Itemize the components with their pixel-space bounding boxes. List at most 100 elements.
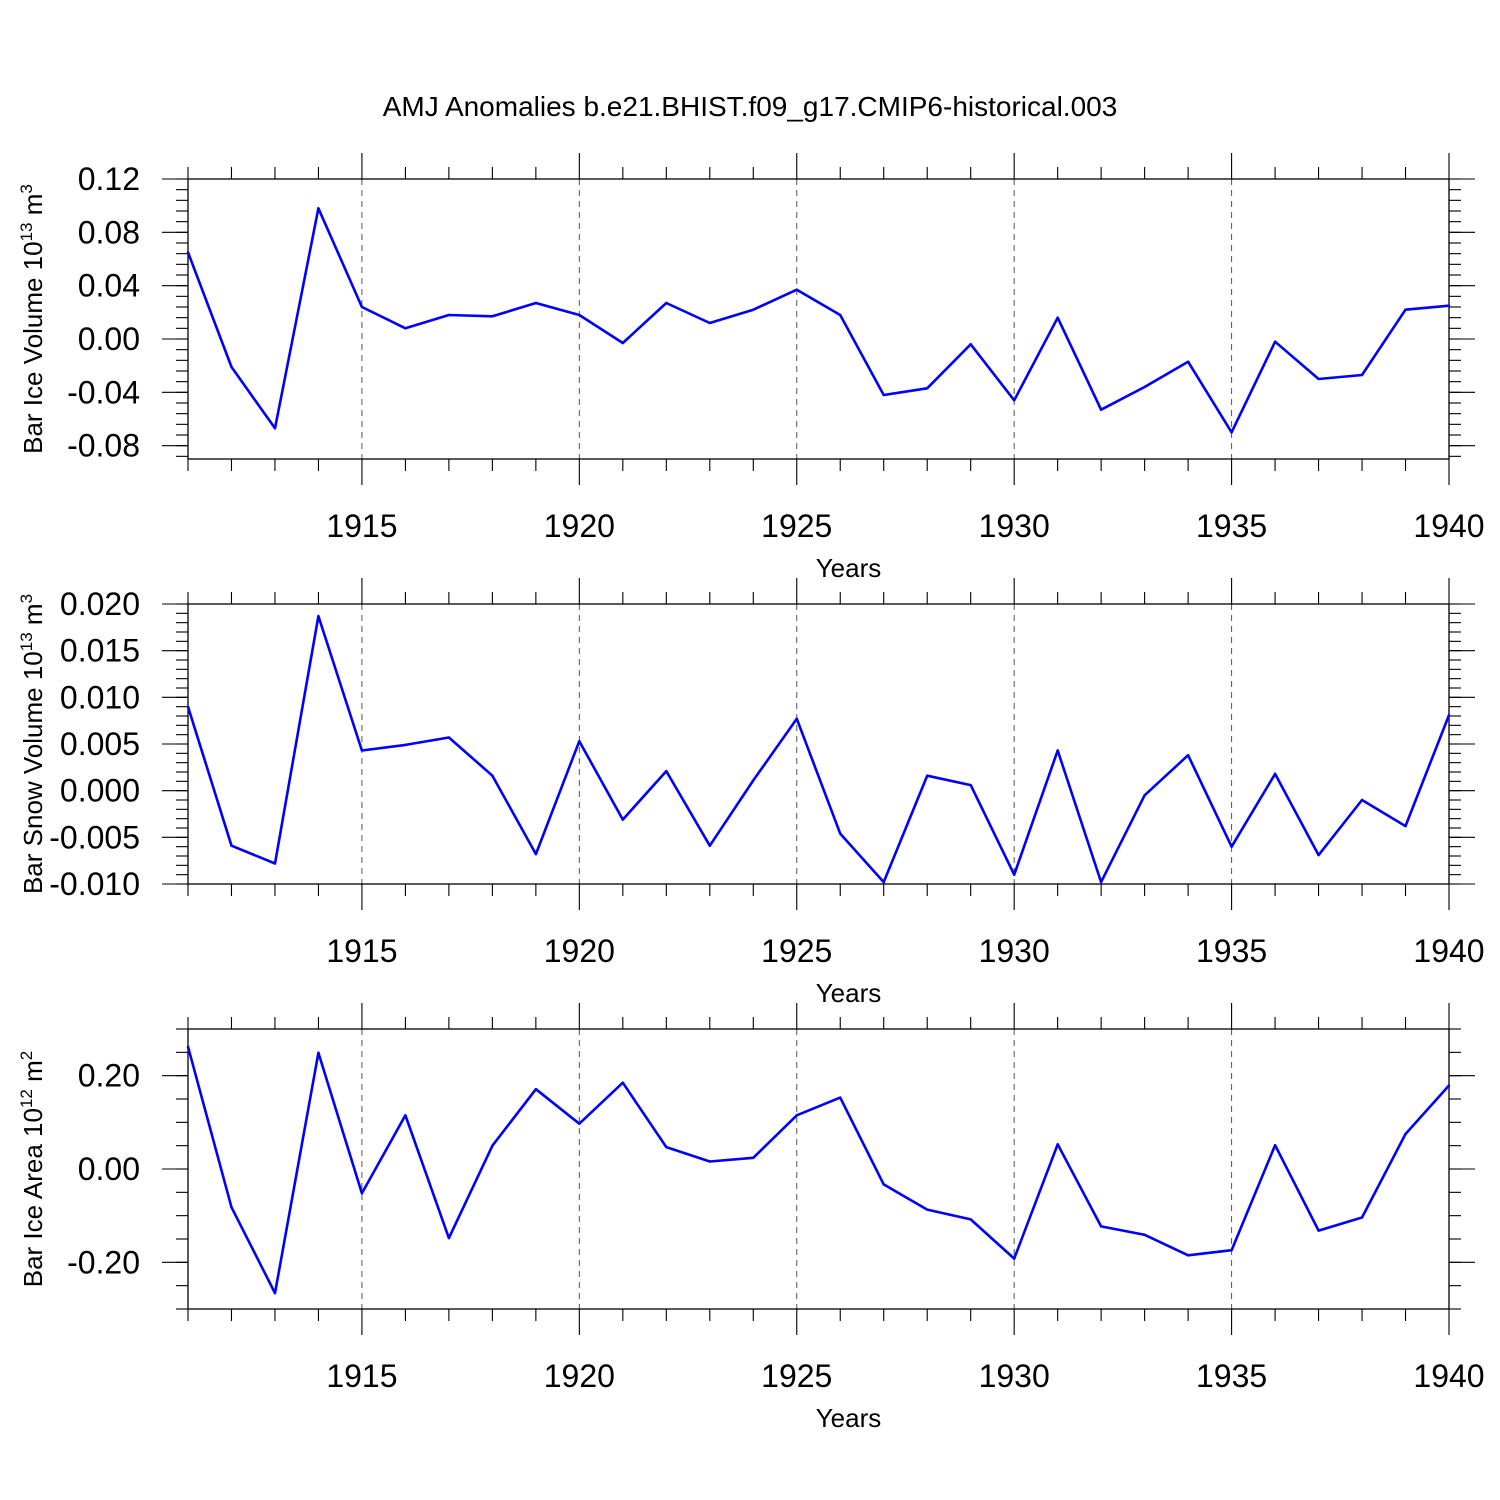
data-point	[534, 852, 538, 856]
y-axis-label-text: Bar Ice Volume 10	[18, 241, 48, 453]
y-tick-label: -0.08	[67, 428, 140, 464]
data-point	[1099, 408, 1103, 411]
data-point	[491, 774, 494, 777]
y-tick-label: 0.20	[78, 1058, 140, 1094]
data-point	[404, 743, 407, 747]
x-tick-label: 1935	[1196, 1358, 1267, 1394]
data-point	[404, 327, 407, 330]
x-axis-label: Years	[816, 1403, 882, 1433]
data-point	[1404, 1132, 1407, 1136]
data-point	[360, 1192, 364, 1195]
x-tick-label: 1915	[326, 1358, 397, 1394]
data-point	[534, 1088, 538, 1091]
data-point	[273, 427, 277, 430]
data-point	[1230, 845, 1233, 848]
data-point	[752, 1156, 755, 1160]
x-tick-label: 1935	[1196, 508, 1267, 544]
y-axis-label-unit-exponent: 3	[17, 184, 36, 193]
data-point	[1186, 360, 1190, 363]
data-point	[621, 1081, 625, 1084]
data-point	[1012, 873, 1016, 876]
data-point	[1447, 713, 1451, 717]
data-point	[186, 251, 190, 254]
series-line-ice-area	[186, 1046, 1450, 1295]
y-tick-label: 0.005	[60, 726, 140, 762]
plot-frame	[187, 178, 1450, 460]
data-point	[360, 749, 364, 752]
figure-title: AMJ Anomalies b.e21.BHIST.f09_g17.CMIP6-…	[383, 91, 1118, 122]
data-point	[665, 769, 668, 773]
data-point	[1360, 798, 1364, 802]
x-tick-label: 1915	[326, 508, 397, 544]
x-tick-label: 1925	[761, 933, 832, 969]
y-tick-label: -0.010	[49, 866, 140, 902]
x-tick-label: 1920	[544, 933, 615, 969]
data-point	[317, 1051, 320, 1055]
panel-ice-area: -0.20 0.00 0.20 1915 1920 1925 1930 1935 1940 Yea…	[17, 1003, 1485, 1433]
data-point	[752, 308, 755, 311]
data-point	[926, 387, 929, 390]
x-tick-label: 1940	[1413, 508, 1484, 544]
y-axis-label-text: Bar Snow Volume 10	[18, 651, 48, 894]
data-point	[708, 844, 711, 847]
panel-ice-volume: -0.08 -0.04 0.00 0.04 0.08 0.12 1915 1920 1925 19…	[17, 153, 1485, 583]
x-tick-label: 1915	[326, 933, 397, 969]
series-line-ice-volume	[186, 207, 1450, 434]
y-tick-label: 0.00	[78, 1151, 140, 1187]
data-point	[1360, 1216, 1364, 1219]
x-tick-label: 1930	[979, 933, 1050, 969]
data-point	[1404, 824, 1407, 828]
data-point	[882, 880, 885, 884]
data-point	[795, 288, 798, 291]
data-point	[404, 1114, 407, 1117]
x-tick-label: 1930	[979, 1358, 1050, 1394]
data-point	[1317, 377, 1320, 381]
data-point	[273, 1291, 277, 1295]
x-tick-label: 1940	[1413, 933, 1484, 969]
data-point	[882, 1183, 885, 1186]
panels: -0.08 -0.04 0.00 0.04 0.08 0.12 1915 1920 1925 19…	[17, 153, 1485, 1433]
data-point	[795, 717, 798, 720]
y-tick-label: -0.04	[67, 374, 140, 410]
x-tick-label: 1935	[1196, 933, 1267, 969]
data-point	[1360, 373, 1364, 377]
data-point	[447, 736, 451, 739]
y-axis-label: Bar Ice Area 1012 m2	[17, 1051, 48, 1288]
data-point	[1099, 1225, 1103, 1228]
data-point	[708, 321, 711, 325]
data-point	[230, 844, 233, 847]
y-axis-label-exponent: 13	[17, 632, 36, 651]
x-tick-label: 1925	[761, 508, 832, 544]
data-point	[186, 705, 190, 708]
data-point	[447, 1236, 451, 1240]
data-point	[708, 1160, 711, 1163]
y-axis-label-unit-exponent: 2	[17, 1051, 36, 1060]
data-point	[534, 301, 538, 305]
y-axis-label-exponent: 13	[17, 222, 36, 241]
data-point	[1099, 880, 1103, 884]
data-point	[926, 774, 929, 777]
data-point	[621, 818, 625, 821]
y-tick-label: 0.12	[78, 161, 140, 197]
y-tick-label: -0.005	[49, 819, 140, 855]
data-point	[969, 343, 972, 346]
y-axis-label-exponent: 12	[17, 1089, 36, 1108]
data-point	[969, 783, 972, 787]
panel-snow-volume: -0.010 -0.005 0.000 0.005 0.010 0.015 0.020 191…	[17, 578, 1485, 1008]
x-axis-label: Years	[816, 553, 882, 583]
data-point	[1143, 794, 1146, 797]
y-axis-label-unit: m	[18, 1060, 48, 1089]
data-point	[1273, 1144, 1277, 1147]
data-point	[839, 313, 842, 317]
y-tick-label: 0.010	[60, 679, 140, 715]
data-point	[1143, 1233, 1146, 1237]
data-point	[1273, 772, 1277, 776]
y-tick-label: 0.08	[78, 214, 140, 250]
data-point	[1056, 1143, 1059, 1146]
data-point	[447, 313, 451, 317]
data-point	[491, 315, 494, 318]
data-point	[1273, 340, 1277, 343]
y-axis-label-unit: m	[18, 603, 48, 632]
data-point	[839, 832, 842, 835]
